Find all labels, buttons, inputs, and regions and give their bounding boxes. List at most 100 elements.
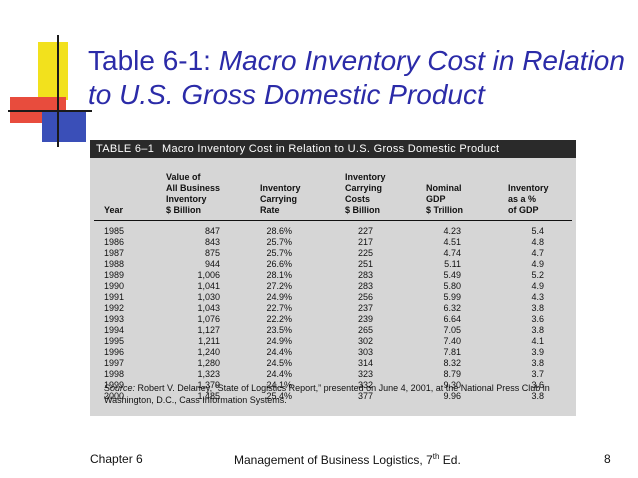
header-line: $ Billion <box>345 205 381 215</box>
cell-gdp: 7.40 <box>443 336 461 346</box>
cell-cost: 265 <box>357 325 373 335</box>
table-source-note: Source: Robert V. Delaney, “State of Log… <box>104 382 568 406</box>
cell-cost: 239 <box>357 314 373 324</box>
cell-year: 1990 <box>104 281 125 291</box>
cell-year: 1991 <box>104 292 125 302</box>
header-line: Inventory <box>260 183 301 193</box>
cell-year: 1992 <box>104 303 125 313</box>
cell-inventory: 1,006 <box>197 270 220 280</box>
cell-year: 1993 <box>104 314 125 324</box>
cell-year: 1995 <box>104 336 125 346</box>
cell-inventory: 1,323 <box>197 369 220 379</box>
header-line: Value of <box>166 172 201 182</box>
table-title-bar: TABLE 6–1 Macro Inventory Cost in Relati… <box>90 140 576 158</box>
cell-gdp: 8.32 <box>443 358 461 368</box>
decor-vertical-line <box>57 35 59 147</box>
decor-horizontal-line <box>8 110 92 112</box>
cell-rate: 24.5% <box>266 358 292 368</box>
cell-rate: 24.9% <box>266 336 292 346</box>
cell-pct: 3.8 <box>531 391 544 401</box>
slide-title-italic: Macro Inventory Cost in Relation to U.S.… <box>88 45 625 110</box>
cell-pct: 5.2 <box>531 270 544 280</box>
header-line: Costs <box>345 194 371 204</box>
table-row: 1988 944 26.6% 251 5.11 4.9 <box>90 259 576 270</box>
cell-rate: 26.6% <box>266 259 292 269</box>
decor-blue-block <box>42 112 86 142</box>
cell-year: 1996 <box>104 347 125 357</box>
header-line: as a % <box>508 194 537 204</box>
header-line: Inventory <box>345 172 386 182</box>
cell-cost: 303 <box>357 347 373 357</box>
table-row: 1986 843 25.7% 217 4.51 4.8 <box>90 237 576 248</box>
cell-inventory: 1,379 <box>197 380 220 390</box>
footer-chapter: Chapter 6 <box>90 452 143 466</box>
cell-year: 1999 <box>104 380 125 390</box>
cell-pct: 3.8 <box>531 325 544 335</box>
cell-rate: 24.9% <box>266 292 292 302</box>
cell-gdp: 5.11 <box>444 259 461 269</box>
header-line: $ Trillion <box>426 205 464 215</box>
table-row: 1997 1,280 24.5% 314 8.32 3.8 <box>90 358 576 369</box>
table-row: 1985 847 28.6% 227 4.23 5.4 <box>90 226 576 237</box>
cell-gdp: 8.79 <box>443 369 461 379</box>
cell-rate: 25.4% <box>266 391 292 401</box>
table-row: 1993 1,076 22.2% 239 6.64 3.6 <box>90 314 576 325</box>
header-carrying-costs: Inventory Carrying Costs $ Billion <box>345 172 386 216</box>
cell-pct: 3.7 <box>531 369 544 379</box>
header-line: Nominal <box>426 183 462 193</box>
cell-pct: 5.4 <box>531 226 544 236</box>
cell-pct: 4.8 <box>531 237 544 247</box>
cell-pct: 4.3 <box>531 292 544 302</box>
cell-pct: 4.7 <box>531 248 544 258</box>
header-line: Inventory <box>508 183 549 193</box>
header-year: Year <box>104 205 123 216</box>
table-body: 1985 847 28.6% 227 4.23 5.4 1986 843 25.7% 217 4.… <box>90 226 576 402</box>
header-line: GDP <box>426 194 446 204</box>
table-row: 1989 1,006 28.1% 283 5.49 5.2 <box>90 270 576 281</box>
cell-pct: 3.6 <box>531 380 544 390</box>
cell-gdp: 4.51 <box>443 237 461 247</box>
table-row: 1995 1,211 24.9% 302 7.40 4.1 <box>90 336 576 347</box>
cell-year: 1988 <box>104 259 125 269</box>
cell-inventory: 1,485 <box>197 391 220 401</box>
cell-inventory: 1,041 <box>197 281 220 291</box>
table-row: 2000 1,485 25.4% 377 9.96 3.8 <box>90 391 576 402</box>
cell-cost: 283 <box>357 270 373 280</box>
cell-pct: 4.9 <box>531 281 544 291</box>
table-row: 1987 875 25.7% 225 4.74 4.7 <box>90 248 576 259</box>
cell-pct: 3.8 <box>531 358 544 368</box>
cell-rate: 24.1% <box>266 380 292 390</box>
slide-title: Table 6-1: Macro Inventory Cost in Relat… <box>88 44 628 112</box>
cell-year: 1998 <box>104 369 125 379</box>
cell-year: 1994 <box>104 325 125 335</box>
cell-rate: 27.2% <box>266 281 292 291</box>
cell-cost: 314 <box>357 358 373 368</box>
cell-inventory: 875 <box>204 248 220 258</box>
cell-rate: 28.6% <box>266 226 292 236</box>
inventory-table: TABLE 6–1 Macro Inventory Cost in Relati… <box>90 140 576 416</box>
table-row: 1998 1,323 24.4% 323 8.79 3.7 <box>90 369 576 380</box>
cell-year: 1997 <box>104 358 125 368</box>
cell-cost: 302 <box>357 336 373 346</box>
cell-cost: 283 <box>357 281 373 291</box>
cell-inventory: 1,127 <box>197 325 220 335</box>
footer-page-number: 8 <box>604 452 611 466</box>
cell-cost: 256 <box>357 292 373 302</box>
footer-book-title: Management of Business Logistics, 7th Ed… <box>234 452 461 467</box>
header-nominal-gdp: Nominal GDP $ Trillion <box>426 183 463 216</box>
header-line: Carrying <box>345 183 383 193</box>
cell-inventory: 1,076 <box>197 314 220 324</box>
cell-rate: 28.1% <box>266 270 292 280</box>
book-title-ed: Ed. <box>439 453 461 467</box>
table-row: 1990 1,041 27.2% 283 5.80 4.9 <box>90 281 576 292</box>
cell-gdp: 5.49 <box>443 270 461 280</box>
cell-year: 1989 <box>104 270 125 280</box>
cell-cost: 227 <box>357 226 373 236</box>
table-title: Macro Inventory Cost in Relation to U.S.… <box>162 143 500 155</box>
decor-yellow-block <box>38 42 68 100</box>
cell-inventory: 1,240 <box>197 347 220 357</box>
cell-cost: 237 <box>357 303 373 313</box>
header-line: Rate <box>260 205 280 215</box>
cell-gdp: 7.81 <box>443 347 461 357</box>
cell-gdp: 5.99 <box>443 292 461 302</box>
